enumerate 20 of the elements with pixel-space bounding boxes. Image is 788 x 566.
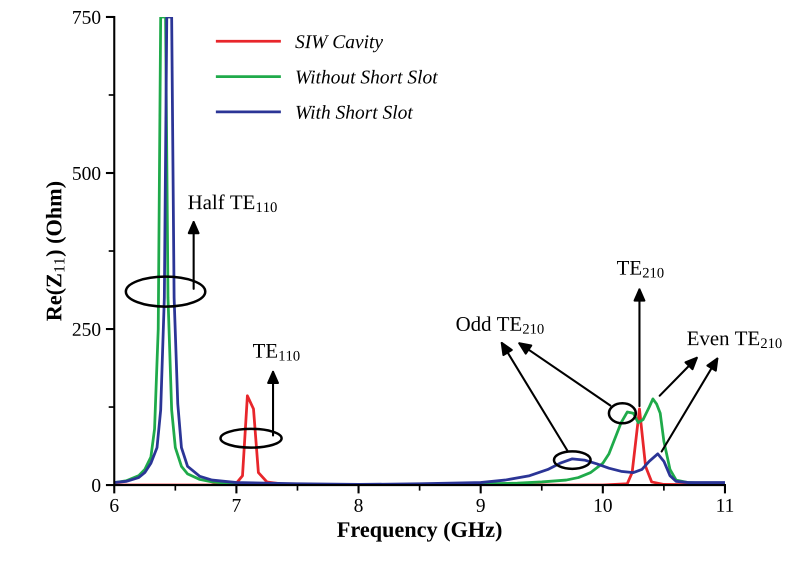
legend-label: SIW Cavity — [295, 35, 384, 52]
legend-label: Without Short Slot — [296, 70, 438, 84]
x-axis-title: Frequency (GHz) — [337, 521, 502, 542]
annotation: Even TE$_{210}$ — [687, 332, 782, 348]
annotation: Odd TE$_{210}$ — [456, 316, 544, 334]
annotation: TE$_{210}$ — [617, 261, 664, 278]
legend-label: With Short Slot — [296, 105, 414, 119]
y-tick-label: 500 — [73, 166, 100, 180]
x-tick-label: 6 — [110, 498, 119, 512]
y-axis-title: Re(Z$_{11}$) (Ohm) — [46, 182, 66, 321]
x-tick-label: 10 — [594, 498, 612, 512]
x-tick-label: 9 — [476, 498, 485, 512]
annotation: Half TE$_{110}$ — [188, 194, 277, 212]
y-tick-label: 0 — [92, 478, 100, 492]
x-tick-label: 11 — [717, 498, 734, 512]
y-tick-label: 250 — [72, 322, 100, 336]
x-tick-label: 7 — [232, 499, 241, 512]
annotation: TE$_{110}$ — [253, 344, 300, 361]
y-tick-label: 750 — [73, 10, 100, 24]
x-tick-label: 8 — [354, 498, 363, 512]
